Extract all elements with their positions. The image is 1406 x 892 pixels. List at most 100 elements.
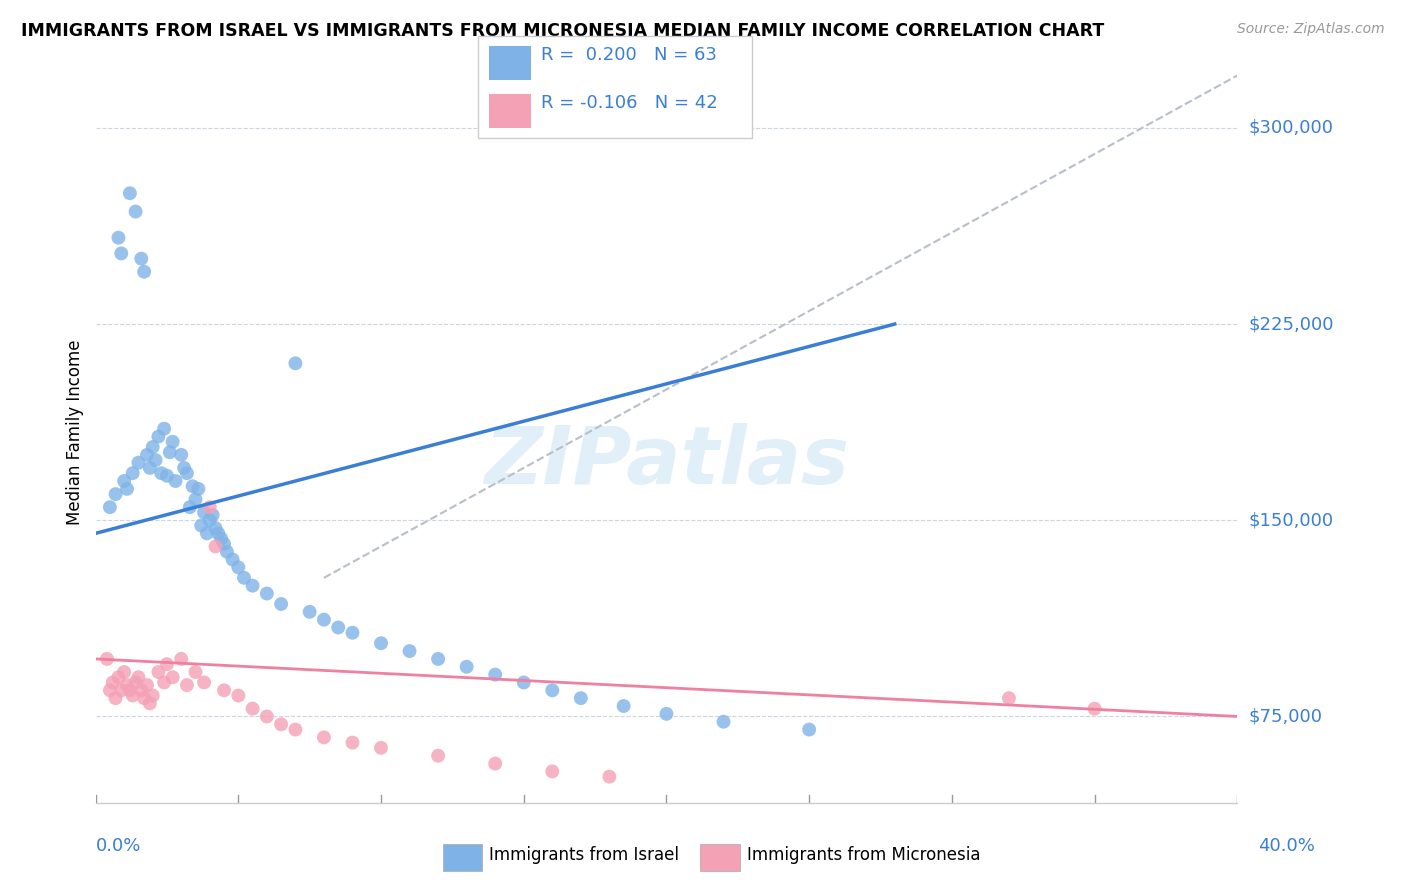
Point [136,448,159,462]
Point [215,544,238,558]
Point [998,691,1021,706]
Point [150,466,173,480]
Point [201,508,224,522]
Point [298,605,321,619]
Text: 40.0%: 40.0% [1258,837,1315,855]
Text: R = -0.106   N = 42: R = -0.106 N = 42 [541,94,718,112]
Point [284,356,307,370]
Text: Immigrants from Micronesia: Immigrants from Micronesia [747,846,980,863]
Point [156,657,179,672]
Point [98,683,121,698]
Point [142,689,165,703]
Point [513,675,536,690]
Point [162,670,184,684]
Point [139,697,162,711]
Point [284,723,307,737]
Point [170,652,193,666]
Point [118,186,141,201]
Point [713,714,735,729]
Point [96,652,118,666]
Point [370,740,392,755]
Point [136,678,159,692]
Point [184,492,207,507]
Point [129,252,152,266]
Point [112,665,135,679]
Point [181,479,204,493]
Point [193,505,215,519]
Point [193,675,215,690]
Point [139,461,162,475]
Text: ZIPatlas: ZIPatlas [484,423,849,501]
Point [204,540,226,554]
Point [179,500,201,515]
Point [456,659,478,673]
Point [613,698,636,713]
Point [1084,701,1107,715]
Point [184,665,207,679]
Point [153,422,176,436]
Point [118,683,141,698]
Point [104,487,127,501]
Point [98,500,121,515]
Point [121,466,143,480]
Point [115,678,138,692]
Point [328,620,350,634]
Point [270,717,292,731]
Point [209,532,232,546]
Text: R =  0.200   N = 63: R = 0.200 N = 63 [541,46,717,64]
Point [569,691,592,706]
Point [173,461,195,475]
Point [204,521,226,535]
Point [242,579,264,593]
Point [145,453,167,467]
Text: Source: ZipAtlas.com: Source: ZipAtlas.com [1237,22,1385,37]
Point [270,597,292,611]
Point [221,552,243,566]
Point [127,456,149,470]
Text: $225,000: $225,000 [1249,315,1334,333]
Point [176,678,198,692]
Text: IMMIGRANTS FROM ISRAEL VS IMMIGRANTS FROM MICRONESIA MEDIAN FAMILY INCOME CORREL: IMMIGRANTS FROM ISRAEL VS IMMIGRANTS FRO… [21,22,1104,40]
Point [198,513,221,527]
Point [124,204,146,219]
Point [427,652,450,666]
Y-axis label: Median Family Income: Median Family Income [66,340,84,525]
Point [148,429,170,443]
Point [142,440,165,454]
Point [484,756,506,771]
Point [228,689,250,703]
Point [127,670,149,684]
Point [153,675,176,690]
Point [398,644,420,658]
Text: $75,000: $75,000 [1249,707,1323,725]
Point [228,560,250,574]
Point [134,265,156,279]
Point [187,482,209,496]
Point [156,468,179,483]
Point [799,723,821,737]
Point [212,537,235,551]
Point [170,448,193,462]
Point [312,731,335,745]
Point [598,770,620,784]
Point [195,526,218,541]
Point [110,246,132,260]
Point [101,675,124,690]
Text: $150,000: $150,000 [1249,511,1334,529]
Point [484,667,506,681]
Text: Immigrants from Israel: Immigrants from Israel [489,846,679,863]
Point [129,683,152,698]
Text: $300,000: $300,000 [1249,119,1334,136]
Point [233,571,256,585]
Point [165,474,187,488]
Point [176,466,198,480]
Point [121,689,143,703]
Point [242,701,264,715]
Point [342,625,364,640]
Point [342,736,364,750]
Point [256,586,278,600]
Point [541,683,564,698]
Point [198,500,221,515]
Point [655,706,678,721]
Point [207,526,229,541]
